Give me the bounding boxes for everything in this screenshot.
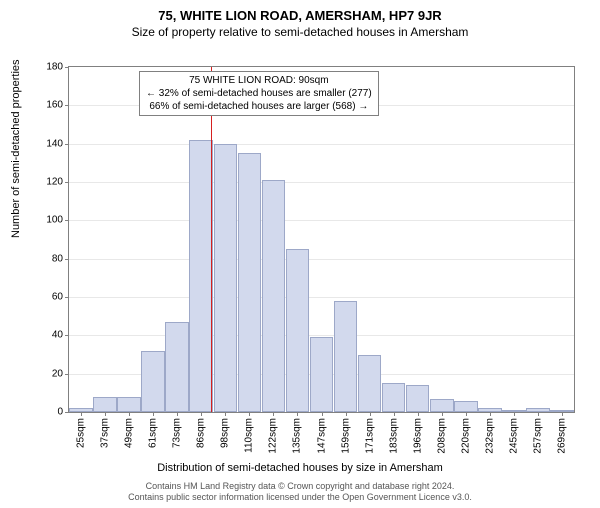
y-tick-mark (65, 67, 69, 68)
grid-line (69, 144, 574, 145)
x-tick-mark (466, 412, 467, 416)
x-axis-label: Distribution of semi-detached houses by … (0, 462, 600, 474)
marker-line (211, 67, 212, 412)
grid-line (69, 335, 574, 336)
title-sub: Size of property relative to semi-detach… (0, 25, 600, 39)
x-tick-mark (442, 412, 443, 416)
annotation-box: 75 WHITE LION ROAD: 90sqm ← 32% of semi-… (139, 71, 379, 116)
annotation-line2: ← 32% of semi-detached houses are smalle… (146, 87, 372, 100)
x-tick-mark (538, 412, 539, 416)
histogram-bar (189, 140, 213, 412)
x-tick-label: 257sqm (532, 418, 543, 454)
x-tick-label: 122sqm (268, 418, 279, 454)
y-tick-mark (65, 105, 69, 106)
grid-line (69, 297, 574, 298)
x-tick-label: 61sqm (148, 418, 159, 448)
x-tick-label: 135sqm (292, 418, 303, 454)
x-tick-label: 147sqm (316, 418, 327, 454)
x-tick-mark (490, 412, 491, 416)
histogram-bar (238, 153, 262, 412)
x-tick-mark (394, 412, 395, 416)
y-tick-label: 40 (33, 330, 69, 341)
annotation-line3: 66% of semi-detached houses are larger (… (146, 100, 372, 113)
y-tick-mark (65, 335, 69, 336)
histogram-bar (358, 355, 382, 413)
x-tick-mark (201, 412, 202, 416)
x-tick-label: 25sqm (76, 418, 87, 448)
x-tick-label: 37sqm (100, 418, 111, 448)
grid-line (69, 182, 574, 183)
histogram-bar (286, 249, 310, 412)
y-tick-label: 140 (33, 138, 69, 149)
x-tick-label: 196sqm (412, 418, 423, 454)
histogram-bar (117, 397, 141, 412)
x-tick-label: 269sqm (556, 418, 567, 454)
grid-line (69, 220, 574, 221)
footer-line2: Contains public sector information licen… (0, 492, 600, 504)
histogram-bar (93, 397, 117, 412)
histogram-bar (165, 322, 189, 412)
x-tick-mark (81, 412, 82, 416)
x-tick-mark (297, 412, 298, 416)
y-tick-mark (65, 144, 69, 145)
x-tick-mark (273, 412, 274, 416)
x-tick-label: 183sqm (388, 418, 399, 454)
y-tick-mark (65, 259, 69, 260)
x-tick-mark (418, 412, 419, 416)
x-tick-label: 208sqm (436, 418, 447, 454)
y-tick-label: 60 (33, 292, 69, 303)
histogram-bar (454, 401, 478, 413)
x-tick-mark (105, 412, 106, 416)
x-tick-label: 159sqm (340, 418, 351, 454)
y-tick-label: 180 (33, 62, 69, 73)
y-tick-label: 120 (33, 177, 69, 188)
y-tick-label: 100 (33, 215, 69, 226)
x-tick-label: 220sqm (460, 418, 471, 454)
x-tick-label: 245sqm (508, 418, 519, 454)
x-tick-mark (225, 412, 226, 416)
x-tick-label: 171sqm (364, 418, 375, 454)
plot-area: 02040608010012014016018025sqm37sqm49sqm6… (68, 66, 575, 413)
histogram-bar (214, 144, 238, 412)
footer-text: Contains HM Land Registry data © Crown c… (0, 481, 600, 504)
y-tick-label: 0 (33, 407, 69, 418)
y-tick-label: 160 (33, 100, 69, 111)
x-tick-mark (370, 412, 371, 416)
x-tick-mark (514, 412, 515, 416)
histogram-bar (310, 337, 334, 412)
y-tick-mark (65, 297, 69, 298)
x-tick-label: 49sqm (124, 418, 135, 448)
histogram-bar (262, 180, 286, 412)
x-tick-label: 86sqm (196, 418, 207, 448)
x-tick-mark (153, 412, 154, 416)
histogram-bar (141, 351, 165, 412)
annotation-line1: 75 WHITE LION ROAD: 90sqm (146, 74, 372, 87)
histogram-bar (382, 383, 406, 412)
x-tick-mark (177, 412, 178, 416)
x-tick-label: 110sqm (244, 418, 255, 453)
y-tick-mark (65, 182, 69, 183)
y-axis-label: Number of semi-detached properties (10, 59, 22, 238)
y-tick-mark (65, 374, 69, 375)
histogram-bar (334, 301, 358, 412)
x-tick-label: 98sqm (220, 418, 231, 448)
y-tick-mark (65, 220, 69, 221)
x-tick-mark (129, 412, 130, 416)
x-tick-mark (322, 412, 323, 416)
histogram-bar (406, 385, 430, 412)
title-main: 75, WHITE LION ROAD, AMERSHAM, HP7 9JR (0, 8, 600, 23)
y-tick-label: 20 (33, 368, 69, 379)
grid-line (69, 259, 574, 260)
histogram-bar (430, 399, 454, 412)
x-tick-mark (562, 412, 563, 416)
chart-container: 75, WHITE LION ROAD, AMERSHAM, HP7 9JR S… (0, 8, 600, 508)
y-tick-label: 80 (33, 253, 69, 264)
footer-line1: Contains HM Land Registry data © Crown c… (0, 481, 600, 493)
x-tick-label: 232sqm (484, 418, 495, 454)
y-tick-mark (65, 412, 69, 413)
x-tick-label: 73sqm (172, 418, 183, 448)
x-tick-mark (249, 412, 250, 416)
x-tick-mark (346, 412, 347, 416)
